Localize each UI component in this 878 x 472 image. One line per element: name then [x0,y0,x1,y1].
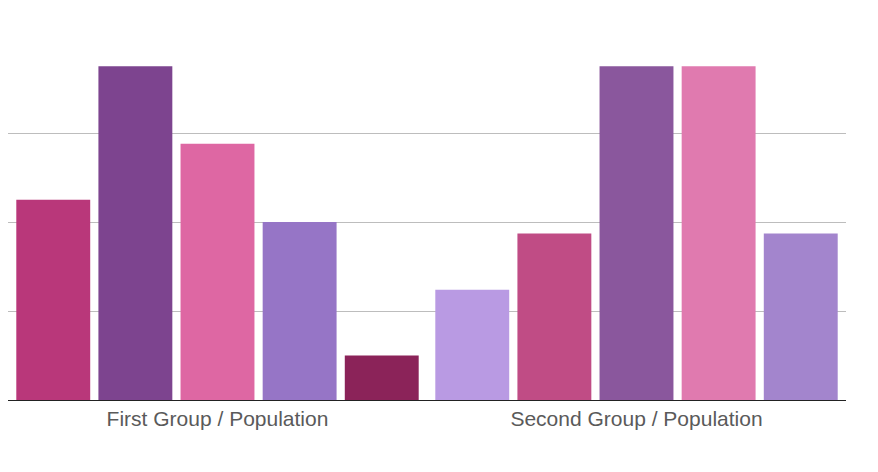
svg-text:Second Group / Population: Second Group / Population [510,407,762,430]
svg-text:First Group / Population: First Group / Population [107,407,329,430]
